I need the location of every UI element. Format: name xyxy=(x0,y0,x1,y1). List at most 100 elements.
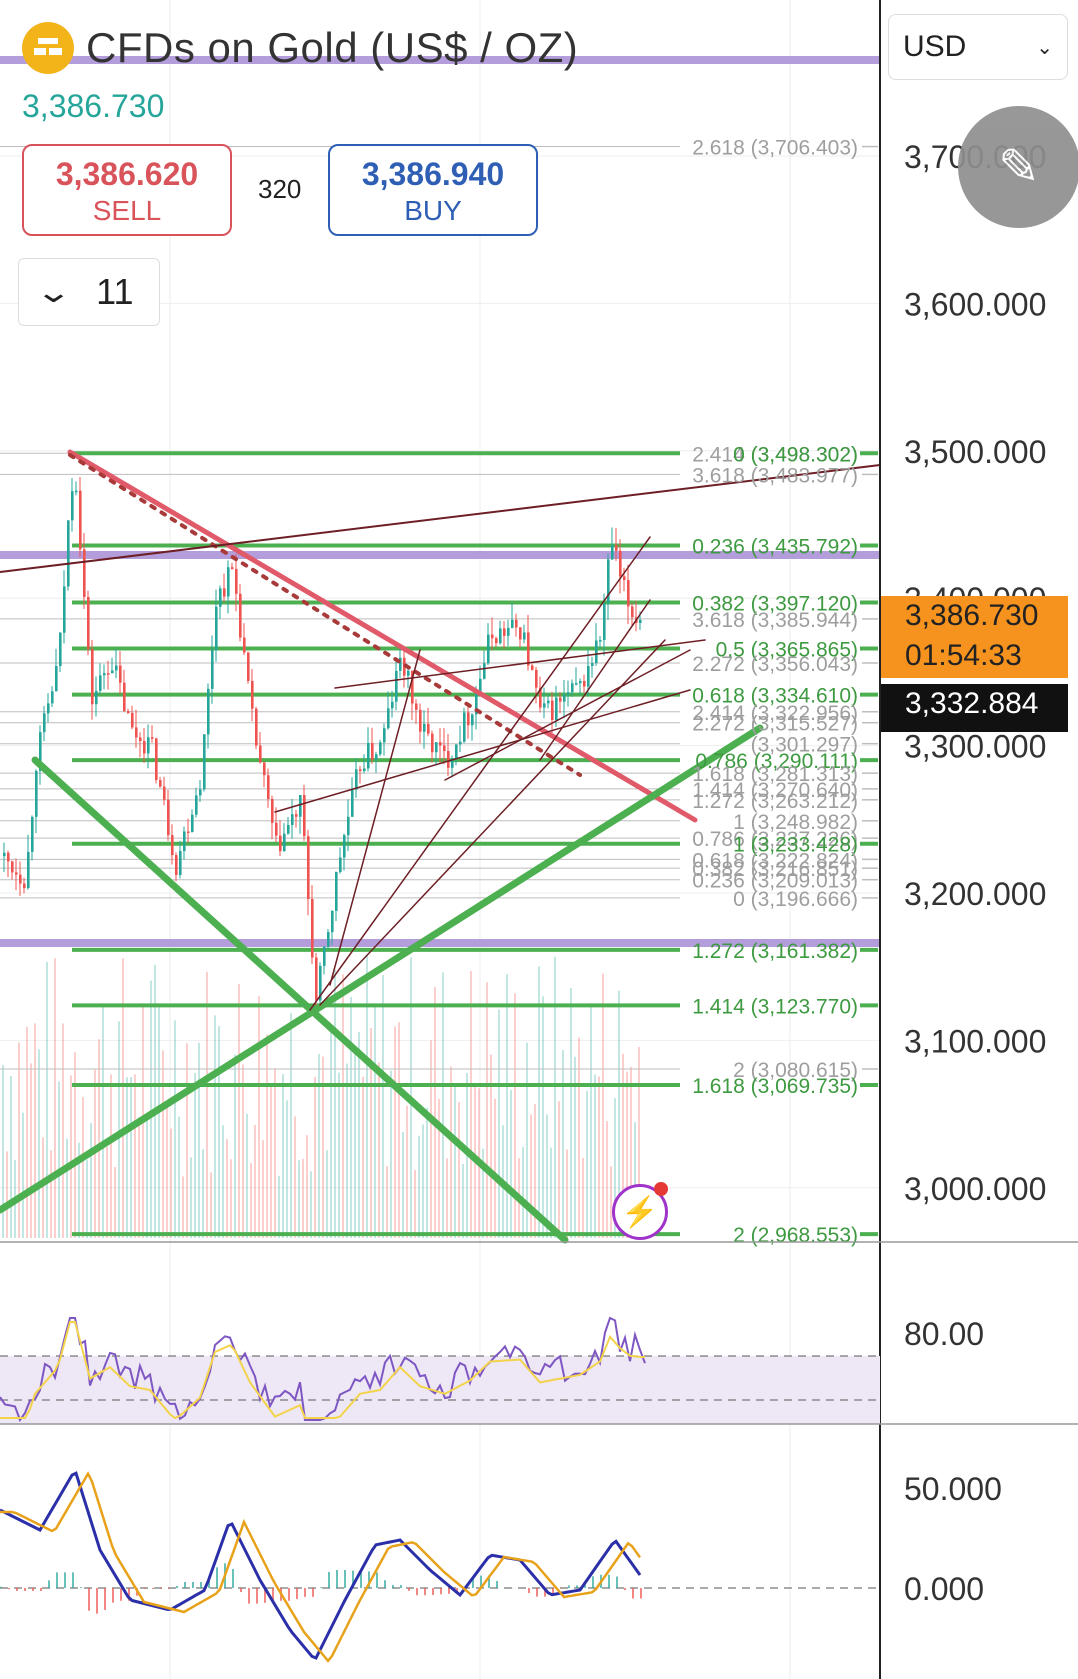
fib-label: 2.272 (3,315.527) xyxy=(692,713,858,736)
trend-line xyxy=(539,599,651,761)
candle-body xyxy=(591,663,594,666)
volume-bar xyxy=(626,1071,628,1238)
candle-body xyxy=(351,789,354,817)
candle-body xyxy=(451,758,454,768)
pane-dividers xyxy=(0,1241,1078,1425)
volume-bar xyxy=(294,1116,296,1238)
macd-histogram-bar xyxy=(360,1571,362,1588)
volume-bar xyxy=(302,1158,304,1238)
candle-body xyxy=(411,670,414,704)
currency-dropdown[interactable]: USD ⌄ xyxy=(888,14,1068,80)
volume-bar xyxy=(262,1140,264,1238)
fib-label: 0 (3,196.666) xyxy=(733,888,858,911)
candle-body xyxy=(243,637,246,653)
volume-bar xyxy=(510,1090,512,1238)
volume-bar xyxy=(322,1056,324,1238)
candle-body xyxy=(443,745,446,752)
candle-body xyxy=(499,628,502,644)
macd-histogram-bar xyxy=(384,1580,386,1588)
volume-bar xyxy=(66,1138,68,1238)
volume-bar xyxy=(490,1054,492,1238)
macd-histogram-bar xyxy=(344,1570,346,1588)
macd-histogram-bar xyxy=(176,1585,178,1588)
candle-body xyxy=(95,690,98,705)
macd-histogram-bar xyxy=(112,1588,114,1603)
fib-label: 0.236 (3,435.792) xyxy=(692,535,858,558)
candle-body xyxy=(219,588,222,607)
candle-body xyxy=(319,965,322,1001)
macd-histogram-bar xyxy=(424,1588,426,1596)
trend-line xyxy=(334,639,706,689)
sell-price: 3,386.620 xyxy=(55,156,199,192)
volume-bar xyxy=(118,1021,120,1238)
volume-bar xyxy=(346,1063,348,1238)
candle-body xyxy=(303,795,306,837)
fib-label: 3.618 (3,385.944) xyxy=(692,609,858,632)
macd-histogram-bar xyxy=(640,1588,642,1599)
volume-bar xyxy=(454,1085,456,1238)
macd-histogram-bar xyxy=(256,1588,258,1604)
volume-bar xyxy=(558,1101,560,1238)
interval-selector[interactable]: ⌄ 11 xyxy=(18,258,160,326)
candle-body xyxy=(147,737,150,754)
volume-bar xyxy=(274,1068,276,1238)
candle-body xyxy=(603,603,606,641)
volume-bar xyxy=(326,1150,328,1238)
symbol-header[interactable]: CFDs on Gold (US$ / OZ) xyxy=(22,22,578,74)
candle-body xyxy=(91,649,94,705)
candle-body xyxy=(407,670,410,676)
candle-body xyxy=(507,627,510,636)
candle-body xyxy=(99,675,102,691)
volume-bar xyxy=(86,1159,88,1238)
volume-bar xyxy=(350,996,352,1238)
macd-histogram-bar xyxy=(160,1588,162,1589)
chevron-down-icon: ⌄ xyxy=(1036,36,1053,59)
volume-bar xyxy=(494,1098,496,1238)
candle-body xyxy=(87,596,90,650)
candle-body xyxy=(63,586,66,633)
price-tick-label: 3,300.000 xyxy=(904,729,1046,765)
price-tick-label: 3,500.000 xyxy=(904,434,1046,470)
buy-button[interactable]: 3,386.940 BUY xyxy=(328,144,538,236)
candle-body xyxy=(515,619,518,628)
trend-line xyxy=(329,649,421,986)
volume-bar xyxy=(246,1113,248,1238)
volume-bar xyxy=(434,987,436,1238)
candle-body xyxy=(195,795,198,815)
candle-body xyxy=(547,700,550,704)
draw-button[interactable]: ✎ xyxy=(958,106,1078,228)
fib-label: 0.5 (3,365.865) xyxy=(716,639,858,662)
price-axis[interactable]: 3,700.0003,600.0003,500.0003,400.0003,30… xyxy=(879,0,1078,1679)
candle-body xyxy=(343,835,346,858)
chevron-down-icon: ⌄ xyxy=(34,275,73,309)
volume-bar xyxy=(390,1070,392,1238)
trend-line xyxy=(274,689,691,813)
macd-histogram-bar xyxy=(480,1575,482,1588)
macd-histogram-bar xyxy=(368,1571,370,1588)
candle-body xyxy=(583,680,586,687)
fib-label: 1.414 (3,123.770) xyxy=(692,995,858,1018)
candle-body xyxy=(3,852,6,857)
volume-bar xyxy=(102,1003,104,1238)
volume-bar xyxy=(202,1149,204,1238)
volume-bar xyxy=(438,1098,440,1238)
volume-bar xyxy=(338,1072,340,1238)
volume-bar xyxy=(46,962,48,1238)
candle-body xyxy=(175,855,178,876)
volume-bar xyxy=(362,1076,364,1238)
candle-body xyxy=(291,814,294,826)
candle-body xyxy=(427,723,430,734)
candle-body xyxy=(35,770,38,817)
volume-bar xyxy=(538,966,540,1238)
candle-body xyxy=(615,545,618,551)
candle-body xyxy=(479,678,482,693)
sell-button[interactable]: 3,386.620 SELL xyxy=(22,144,232,236)
candle-body xyxy=(255,708,258,746)
buy-price: 3,386.940 xyxy=(361,156,505,192)
candle-body xyxy=(163,786,166,800)
volume-bar xyxy=(186,1043,188,1238)
volume-bar xyxy=(542,996,544,1238)
volume-bar xyxy=(170,1128,172,1238)
volume-bar xyxy=(358,1031,360,1238)
